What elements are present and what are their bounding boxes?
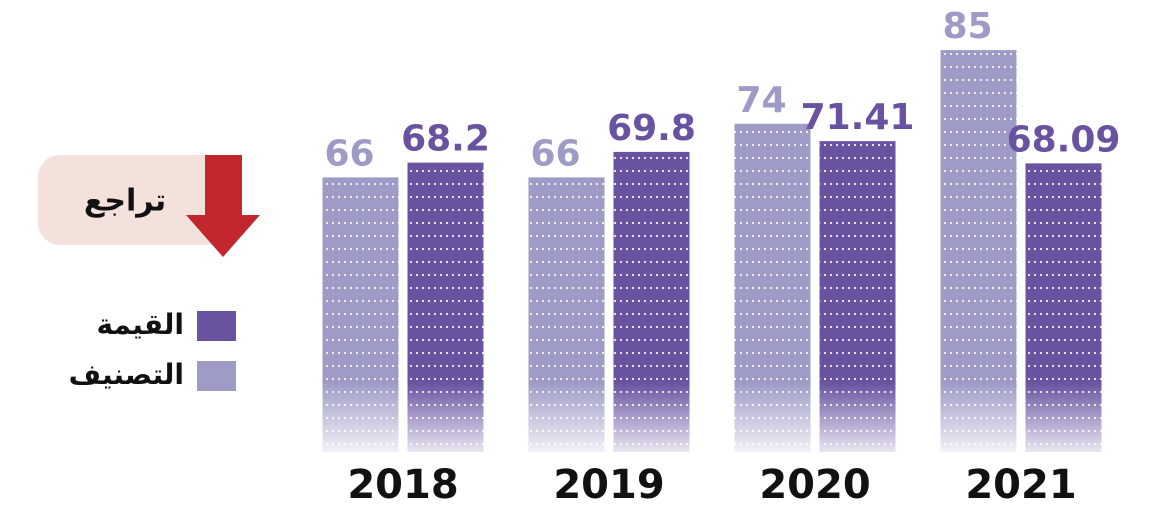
legend-swatch [197,361,236,391]
x-tick-label: 2018 [347,462,458,507]
bar-fade [613,382,690,452]
value-label: 69.8 [607,108,696,149]
value-label: 68.09 [1007,119,1121,160]
value-label: 66 [325,133,375,174]
value-label: 71.41 [801,97,915,138]
legend-label: القيمة [97,308,184,341]
value-label: 85 [943,6,993,47]
legend-swatch [197,311,236,341]
x-tick-label: 2020 [759,462,870,507]
value-label: 66 [531,133,581,174]
annotation: تراجع [38,155,260,257]
bar-fade [940,382,1017,452]
bar-fade [322,382,399,452]
value-label: 74 [737,80,787,121]
bar-fade [819,382,896,452]
value-label: 68.2 [401,119,490,160]
x-tick-label: 2021 [965,462,1076,507]
x-tick-label: 2019 [553,462,664,507]
annotation-text: تراجع [84,184,166,219]
bar-fade [734,382,811,452]
down-arrow [186,155,260,257]
legend-label: التصنيف [69,358,184,391]
annotation-box [38,155,230,245]
bar-fade [528,382,605,452]
bar-fade [407,382,484,452]
bar-fade [1025,382,1102,452]
